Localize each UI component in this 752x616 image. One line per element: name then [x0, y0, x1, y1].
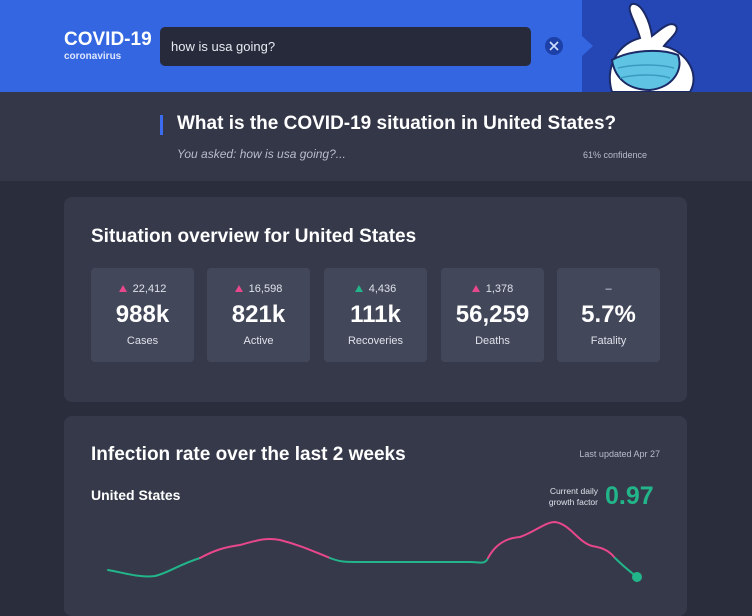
stat-change-value: 4,436 — [368, 283, 397, 295]
app-title: COVID-19 — [64, 29, 152, 50]
stat-tile: 1,378 56,259 Deaths — [441, 268, 544, 362]
trend-arrow — [234, 285, 243, 292]
stat-value: 111k — [350, 301, 401, 328]
search-query: how is usa going? — [171, 39, 276, 54]
last-updated: Last updated Apr 27 — [579, 449, 660, 459]
question-title: What is the COVID-19 situation in United… — [177, 113, 617, 134]
stat-change: 4,436 — [324, 283, 427, 295]
asked-text: You asked: how is usa going?... — [177, 147, 346, 161]
accent-bar — [160, 115, 163, 135]
stat-label: Deaths — [475, 335, 510, 347]
stat-tile: 4,436 111k Recoveries — [324, 268, 427, 362]
stat-change: 22,412 — [91, 283, 194, 295]
stat-change-value: 22,412 — [132, 283, 167, 295]
question-band — [0, 92, 752, 181]
stat-value: 56,259 — [455, 301, 530, 328]
trend-segment — [329, 557, 489, 564]
trend-arrow — [471, 285, 480, 292]
app-subtitle: coronavirus — [64, 51, 122, 62]
stat-change: 1,378 — [441, 283, 544, 295]
stat-change: – — [557, 283, 660, 295]
trend-end-dot — [632, 572, 642, 582]
trend-segment — [199, 537, 331, 559]
stat-value: 988k — [115, 301, 170, 328]
notch — [582, 36, 593, 56]
clear-icon — [549, 41, 559, 51]
search-box[interactable] — [160, 27, 531, 66]
trend-line — [107, 520, 642, 582]
infection-card — [64, 416, 687, 616]
confidence: 61% confidence — [582, 150, 647, 160]
stat-change-value: 16,598 — [248, 283, 283, 295]
trend-arrow — [354, 285, 363, 292]
stat-tile: 22,412 988k Cases — [91, 268, 194, 362]
infection-title: Infection rate over the last 2 weeks — [91, 444, 406, 465]
growth-value: 0.97 — [605, 482, 654, 510]
trend-arrow — [118, 285, 127, 292]
stat-label: Active — [243, 335, 274, 347]
growth-label-line: growth factor — [548, 497, 598, 507]
trend-segment — [487, 520, 616, 559]
stat-change-value: 1,378 — [485, 283, 514, 295]
stat-label: Recoveries — [347, 335, 404, 347]
growth-label: Current daily growth factor — [508, 486, 598, 508]
stat-label: Fatality — [590, 335, 627, 347]
stat-tile: – 5.7% Fatality — [557, 268, 660, 362]
stat-value: 821k — [231, 301, 286, 328]
overview-title: Situation overview for United States — [91, 226, 417, 247]
stat-change-value: – — [605, 283, 612, 295]
stat-value: 5.7% — [581, 301, 636, 328]
stat-change: 16,598 — [207, 283, 310, 295]
trend-segment — [107, 557, 201, 578]
header-graphics — [505, 2, 695, 92]
growth-label-line: Current daily — [549, 486, 598, 496]
region-name: United States — [91, 487, 181, 503]
mascot — [608, 2, 695, 92]
stat-label: Cases — [126, 335, 159, 347]
stat-tile: 16,598 821k Active — [207, 268, 310, 362]
